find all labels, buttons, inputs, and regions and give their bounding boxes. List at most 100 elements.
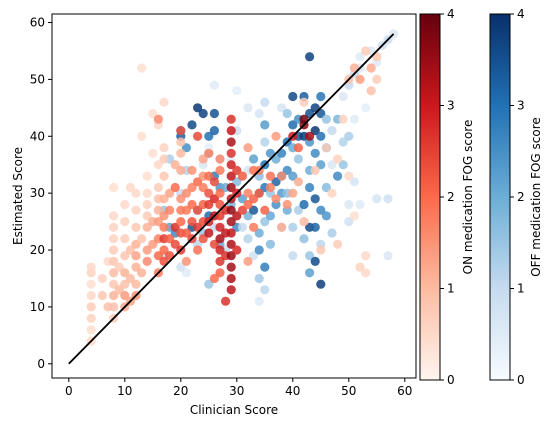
on-medication-point <box>226 182 236 193</box>
colorbar-off-medication: 0 1 2 3 4 OFF medication FOG score <box>489 7 543 387</box>
on-medication-point <box>338 114 348 124</box>
on-medication-point <box>153 182 163 193</box>
off-medication-point <box>249 251 259 261</box>
on-medication-point <box>109 211 119 221</box>
on-medication-point <box>187 199 197 210</box>
on-medication-point <box>226 148 236 158</box>
on-medication-point <box>271 131 281 141</box>
on-medication-point <box>176 165 186 175</box>
off-medication-point <box>204 279 214 289</box>
data-points <box>86 29 399 346</box>
on-medication-point <box>316 245 326 255</box>
off-medication-point <box>316 279 326 289</box>
on-medication-point <box>181 256 191 266</box>
on-medication-point <box>142 188 152 198</box>
on-medication-point <box>159 171 169 181</box>
on-medication-point <box>215 165 225 175</box>
off-medication-point <box>383 194 393 204</box>
off-medication-point <box>299 199 309 210</box>
off-medication-point <box>288 222 298 232</box>
on-medication-point <box>198 234 208 244</box>
y-tick-label: 10 <box>30 300 45 314</box>
on-medication-point <box>204 148 214 158</box>
off-medication-point <box>288 251 298 261</box>
colorbar-tick-label: 4 <box>517 7 525 21</box>
on-medication-point <box>293 143 303 153</box>
on-medication-point <box>215 234 225 244</box>
off-medication-point <box>299 234 309 244</box>
on-medication-point <box>232 245 242 255</box>
colorbar-tick-label: 2 <box>517 190 525 204</box>
on-medication-point <box>243 256 253 266</box>
on-medication-point <box>97 273 107 284</box>
on-medication-point <box>125 182 135 193</box>
off-medication-point <box>383 251 393 261</box>
on-medication-point <box>226 137 236 147</box>
on-medication-point <box>232 165 242 175</box>
off-medication-point <box>209 126 219 136</box>
off-medication-point <box>260 262 270 272</box>
on-medication-point <box>344 171 354 181</box>
off-medication-point <box>209 108 219 119</box>
off-medication-point <box>198 108 208 119</box>
on-medication-point <box>142 171 152 181</box>
on-medication-point <box>153 217 163 227</box>
off-medication-point <box>288 120 298 130</box>
off-medication-point <box>372 194 382 204</box>
off-medication-point <box>310 148 320 158</box>
off-medication-point <box>265 239 275 249</box>
on-medication-point <box>120 268 130 278</box>
on-medication-point <box>86 325 96 335</box>
off-medication-point <box>254 108 264 119</box>
on-medication-point <box>204 188 214 198</box>
on-medication-point <box>181 205 191 215</box>
on-medication-point <box>159 143 169 153</box>
on-medication-point <box>209 239 219 249</box>
on-medication-point <box>109 245 119 255</box>
colorbar-tick-label: 2 <box>447 190 455 204</box>
off-medication-point <box>349 177 359 187</box>
on-medication-point <box>310 165 320 175</box>
on-medication-point <box>372 74 382 84</box>
y-tick-label: 30 <box>30 186 45 200</box>
on-medication-point <box>97 290 107 301</box>
off-medication-point <box>265 211 275 221</box>
on-medication-point <box>232 211 242 221</box>
off-medication-point <box>355 199 365 210</box>
off-medication-point <box>355 52 365 62</box>
on-medication-point <box>131 188 141 198</box>
on-medication-point <box>176 148 186 158</box>
on-medication-point <box>321 143 331 153</box>
colorbar-tick-label: 3 <box>517 99 525 113</box>
off-medication-point <box>305 182 315 193</box>
on-medication-point <box>260 205 270 215</box>
on-medication-point <box>243 143 253 153</box>
on-medication-point <box>120 290 130 301</box>
off-medication-point <box>327 126 337 136</box>
colorbar-on-gradient <box>419 13 441 381</box>
on-medication-point <box>249 222 259 232</box>
on-medication-point <box>181 188 191 198</box>
colorbar-tick-label: 3 <box>447 99 455 113</box>
off-medication-point <box>288 171 298 181</box>
off-medication-point <box>209 80 219 90</box>
on-medication-point <box>226 114 236 124</box>
off-medication-point <box>243 234 253 244</box>
off-medication-point <box>237 194 247 204</box>
on-medication-point <box>193 177 203 187</box>
on-medication-point <box>215 245 225 255</box>
on-medication-point <box>176 217 186 227</box>
off-medication-point <box>316 131 326 141</box>
colorbar-on-label: ON medication FOG score <box>461 120 475 275</box>
on-medication-point <box>176 137 186 147</box>
x-tick-label: 40 <box>285 384 300 398</box>
on-medication-point <box>237 171 247 181</box>
off-medication-point <box>260 120 270 130</box>
colorbar-tick-label: 4 <box>447 7 455 21</box>
off-medication-point <box>260 217 270 227</box>
on-medication-point <box>109 256 119 266</box>
off-medication-point <box>310 222 320 232</box>
on-medication-point <box>282 199 292 210</box>
off-medication-point <box>316 91 326 102</box>
off-medication-point <box>237 222 247 232</box>
